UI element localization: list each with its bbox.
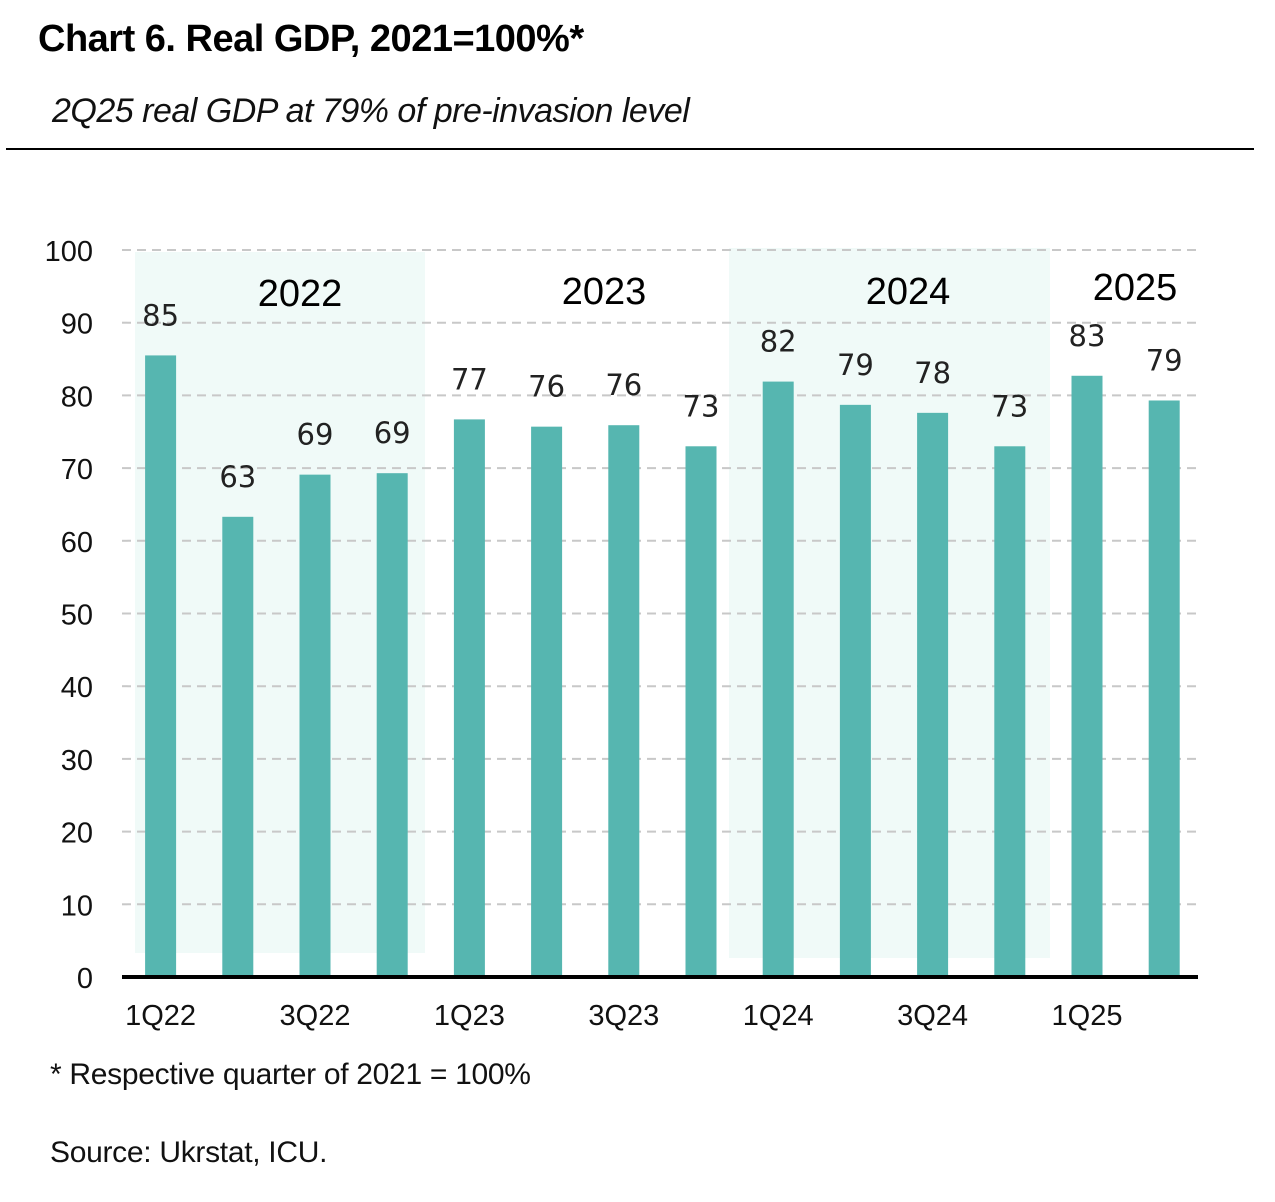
year-label: 2025 <box>1093 267 1178 309</box>
data-label: 69 <box>374 416 411 450</box>
data-label: 76 <box>605 368 642 402</box>
bar <box>1148 400 1180 977</box>
bar <box>531 426 563 977</box>
x-tick-label: 1Q25 <box>1052 1000 1123 1032</box>
bar <box>917 412 949 977</box>
source-note: Source: Ukrstat, ICU. <box>50 1136 328 1169</box>
y-tick-label: 40 <box>61 672 93 704</box>
bar <box>685 446 717 977</box>
footnote: * Respective quarter of 2021 = 100% <box>50 1058 531 1091</box>
y-tick-label: 30 <box>61 745 93 777</box>
y-tick-label: 0 <box>77 963 93 995</box>
bar <box>994 446 1026 977</box>
bar <box>222 516 254 977</box>
y-tick-label: 70 <box>61 454 93 486</box>
bar <box>376 473 408 977</box>
chart-subtitle: 2Q25 real GDP at 79% of pre-invasion lev… <box>52 92 690 130</box>
x-tick-label: 1Q22 <box>125 1000 196 1032</box>
y-tick-label: 100 <box>45 236 93 268</box>
year-label: 2022 <box>258 273 343 315</box>
x-tick-label: 3Q22 <box>280 1000 351 1032</box>
bar <box>299 474 331 977</box>
data-label: 77 <box>451 362 488 396</box>
bar <box>839 404 871 977</box>
x-tick-label: 1Q23 <box>434 1000 505 1032</box>
y-tick-label: 10 <box>61 890 93 922</box>
y-tick-label: 90 <box>61 309 93 341</box>
data-label: 82 <box>760 325 797 359</box>
y-tick-label: 50 <box>61 600 93 632</box>
x-tick-label: 3Q24 <box>897 1000 968 1032</box>
year-band-2022 <box>135 252 425 953</box>
y-tick-label: 20 <box>61 818 93 850</box>
year-label: 2024 <box>866 271 951 313</box>
y-tick-label: 60 <box>61 527 93 559</box>
chart-title: Chart 6. Real GDP, 2021=100%* <box>38 18 584 60</box>
bar <box>145 355 177 977</box>
data-label: 73 <box>683 389 720 423</box>
bar <box>762 381 794 977</box>
y-tick-label: 80 <box>61 381 93 413</box>
data-label: 76 <box>528 370 565 404</box>
x-tick-label: 1Q24 <box>743 1000 814 1032</box>
data-label: 83 <box>1069 319 1106 353</box>
data-label: 78 <box>914 356 951 390</box>
x-tick-label: 3Q23 <box>588 1000 659 1032</box>
data-label: 73 <box>991 389 1028 423</box>
bar <box>453 419 485 977</box>
data-label: 79 <box>837 348 874 382</box>
data-label: 63 <box>219 460 256 494</box>
data-label: 79 <box>1146 343 1183 377</box>
year-label: 2023 <box>562 271 647 313</box>
bar <box>1071 375 1103 977</box>
data-label: 85 <box>142 298 179 332</box>
bar <box>608 425 640 977</box>
data-label: 69 <box>297 418 334 452</box>
title-divider <box>6 148 1254 150</box>
